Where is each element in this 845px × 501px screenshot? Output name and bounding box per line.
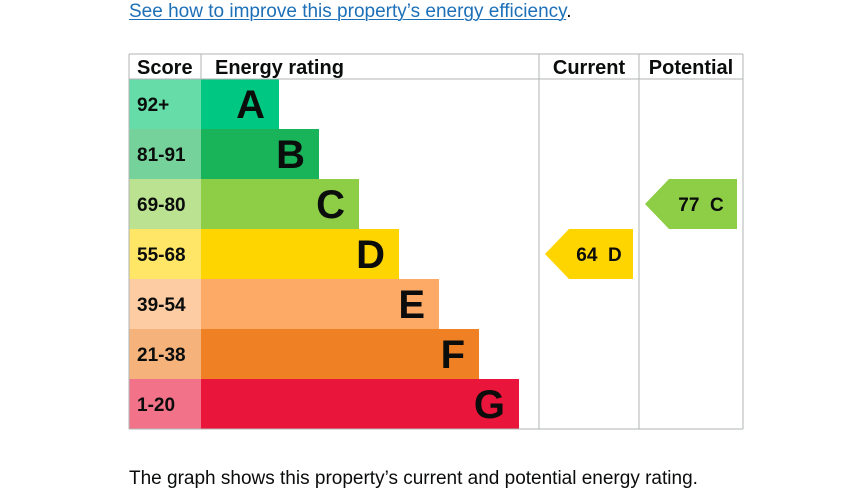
current-rating-label: 64 D xyxy=(576,245,621,266)
score-cell-b xyxy=(129,129,201,179)
score-cell-a xyxy=(129,79,201,129)
score-cell-e xyxy=(129,279,201,329)
rating-bar-a xyxy=(201,79,279,129)
potential-rating-arrow xyxy=(645,179,737,229)
header-potential: Potential xyxy=(649,57,733,79)
rating-bar-c xyxy=(201,179,359,229)
score-label-d: 55-68 xyxy=(137,245,186,266)
score-label-f: 21-38 xyxy=(137,345,186,366)
rating-bar-b xyxy=(201,129,319,179)
score-label-b: 81-91 xyxy=(137,145,186,166)
rating-bar-g xyxy=(201,379,519,429)
rating-bar-d xyxy=(201,229,399,279)
rating-bar-e xyxy=(201,279,439,329)
link-trailing-period: . xyxy=(566,1,572,22)
rating-letter-f: F xyxy=(441,333,465,377)
score-label-a: 92+ xyxy=(137,95,169,116)
header-energy-rating: Energy rating xyxy=(215,57,344,79)
potential-rating-label: 77 C xyxy=(678,195,724,216)
current-rating-arrow xyxy=(545,229,633,279)
rating-letter-a: A xyxy=(236,83,265,127)
score-cell-c xyxy=(129,179,201,229)
score-label-e: 39-54 xyxy=(137,295,186,316)
score-cell-g xyxy=(129,379,201,429)
score-cell-d xyxy=(129,229,201,279)
score-cell-f xyxy=(129,329,201,379)
rating-letter-b: B xyxy=(276,133,305,177)
improve-efficiency-link[interactable]: See how to improve this property’s energ… xyxy=(129,1,567,22)
header-current: Current xyxy=(553,57,626,79)
rating-bar-f xyxy=(201,329,479,379)
rating-letter-d: D xyxy=(356,233,385,277)
score-label-g: 1-20 xyxy=(137,395,175,416)
chart-footnote: The graph shows this property’s current … xyxy=(129,468,698,489)
rating-letter-e: E xyxy=(398,283,425,327)
header-score: Score xyxy=(137,57,193,79)
improve-efficiency-link-container: See how to improve this property’s energ… xyxy=(129,1,572,23)
rating-letter-c: C xyxy=(316,183,345,227)
rating-letter-g: G xyxy=(474,383,505,427)
score-label-c: 69-80 xyxy=(137,195,186,216)
